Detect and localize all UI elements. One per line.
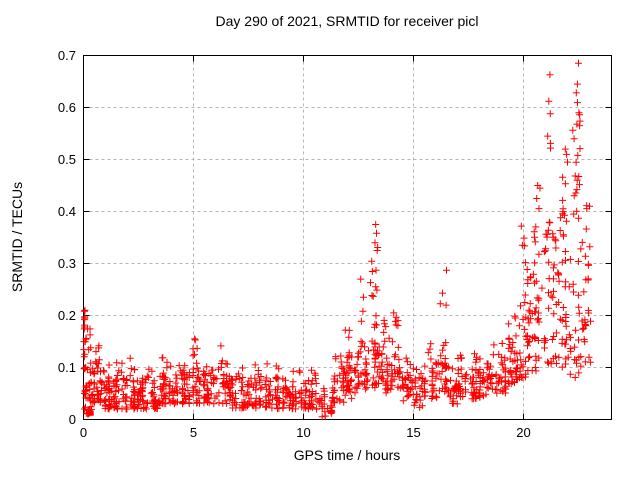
x-tick-label: 0 [80, 425, 87, 440]
y-tick-label: 0.1 [58, 360, 76, 375]
y-tick-label: 0 [69, 412, 76, 427]
y-tick-label: 0.7 [58, 48, 76, 63]
scatter-points [80, 59, 594, 421]
y-tick-label: 0.3 [58, 256, 76, 271]
x-tick-label: 15 [406, 425, 420, 440]
x-axis-label: GPS time / hours [293, 447, 401, 463]
plot-border [83, 55, 612, 420]
tick-labels: 0 5 10 15 20 0 0.1 0.2 0.3 0.4 0.5 0.6 0.7 [58, 48, 531, 440]
chart-title: Day 290 of 2021, SRMTID for receiver pic… [215, 13, 479, 29]
x-tick-label: 20 [516, 425, 530, 440]
y-tick-label: 0.5 [58, 152, 76, 167]
tick-marks [83, 55, 612, 420]
y-tick-label: 0.4 [58, 204, 76, 219]
x-tick-label: 5 [190, 425, 197, 440]
y-tick-label: 0.2 [58, 308, 76, 323]
y-tick-label: 0.6 [58, 100, 76, 115]
x-tick-label: 10 [296, 425, 310, 440]
solid-square-point [88, 410, 94, 416]
